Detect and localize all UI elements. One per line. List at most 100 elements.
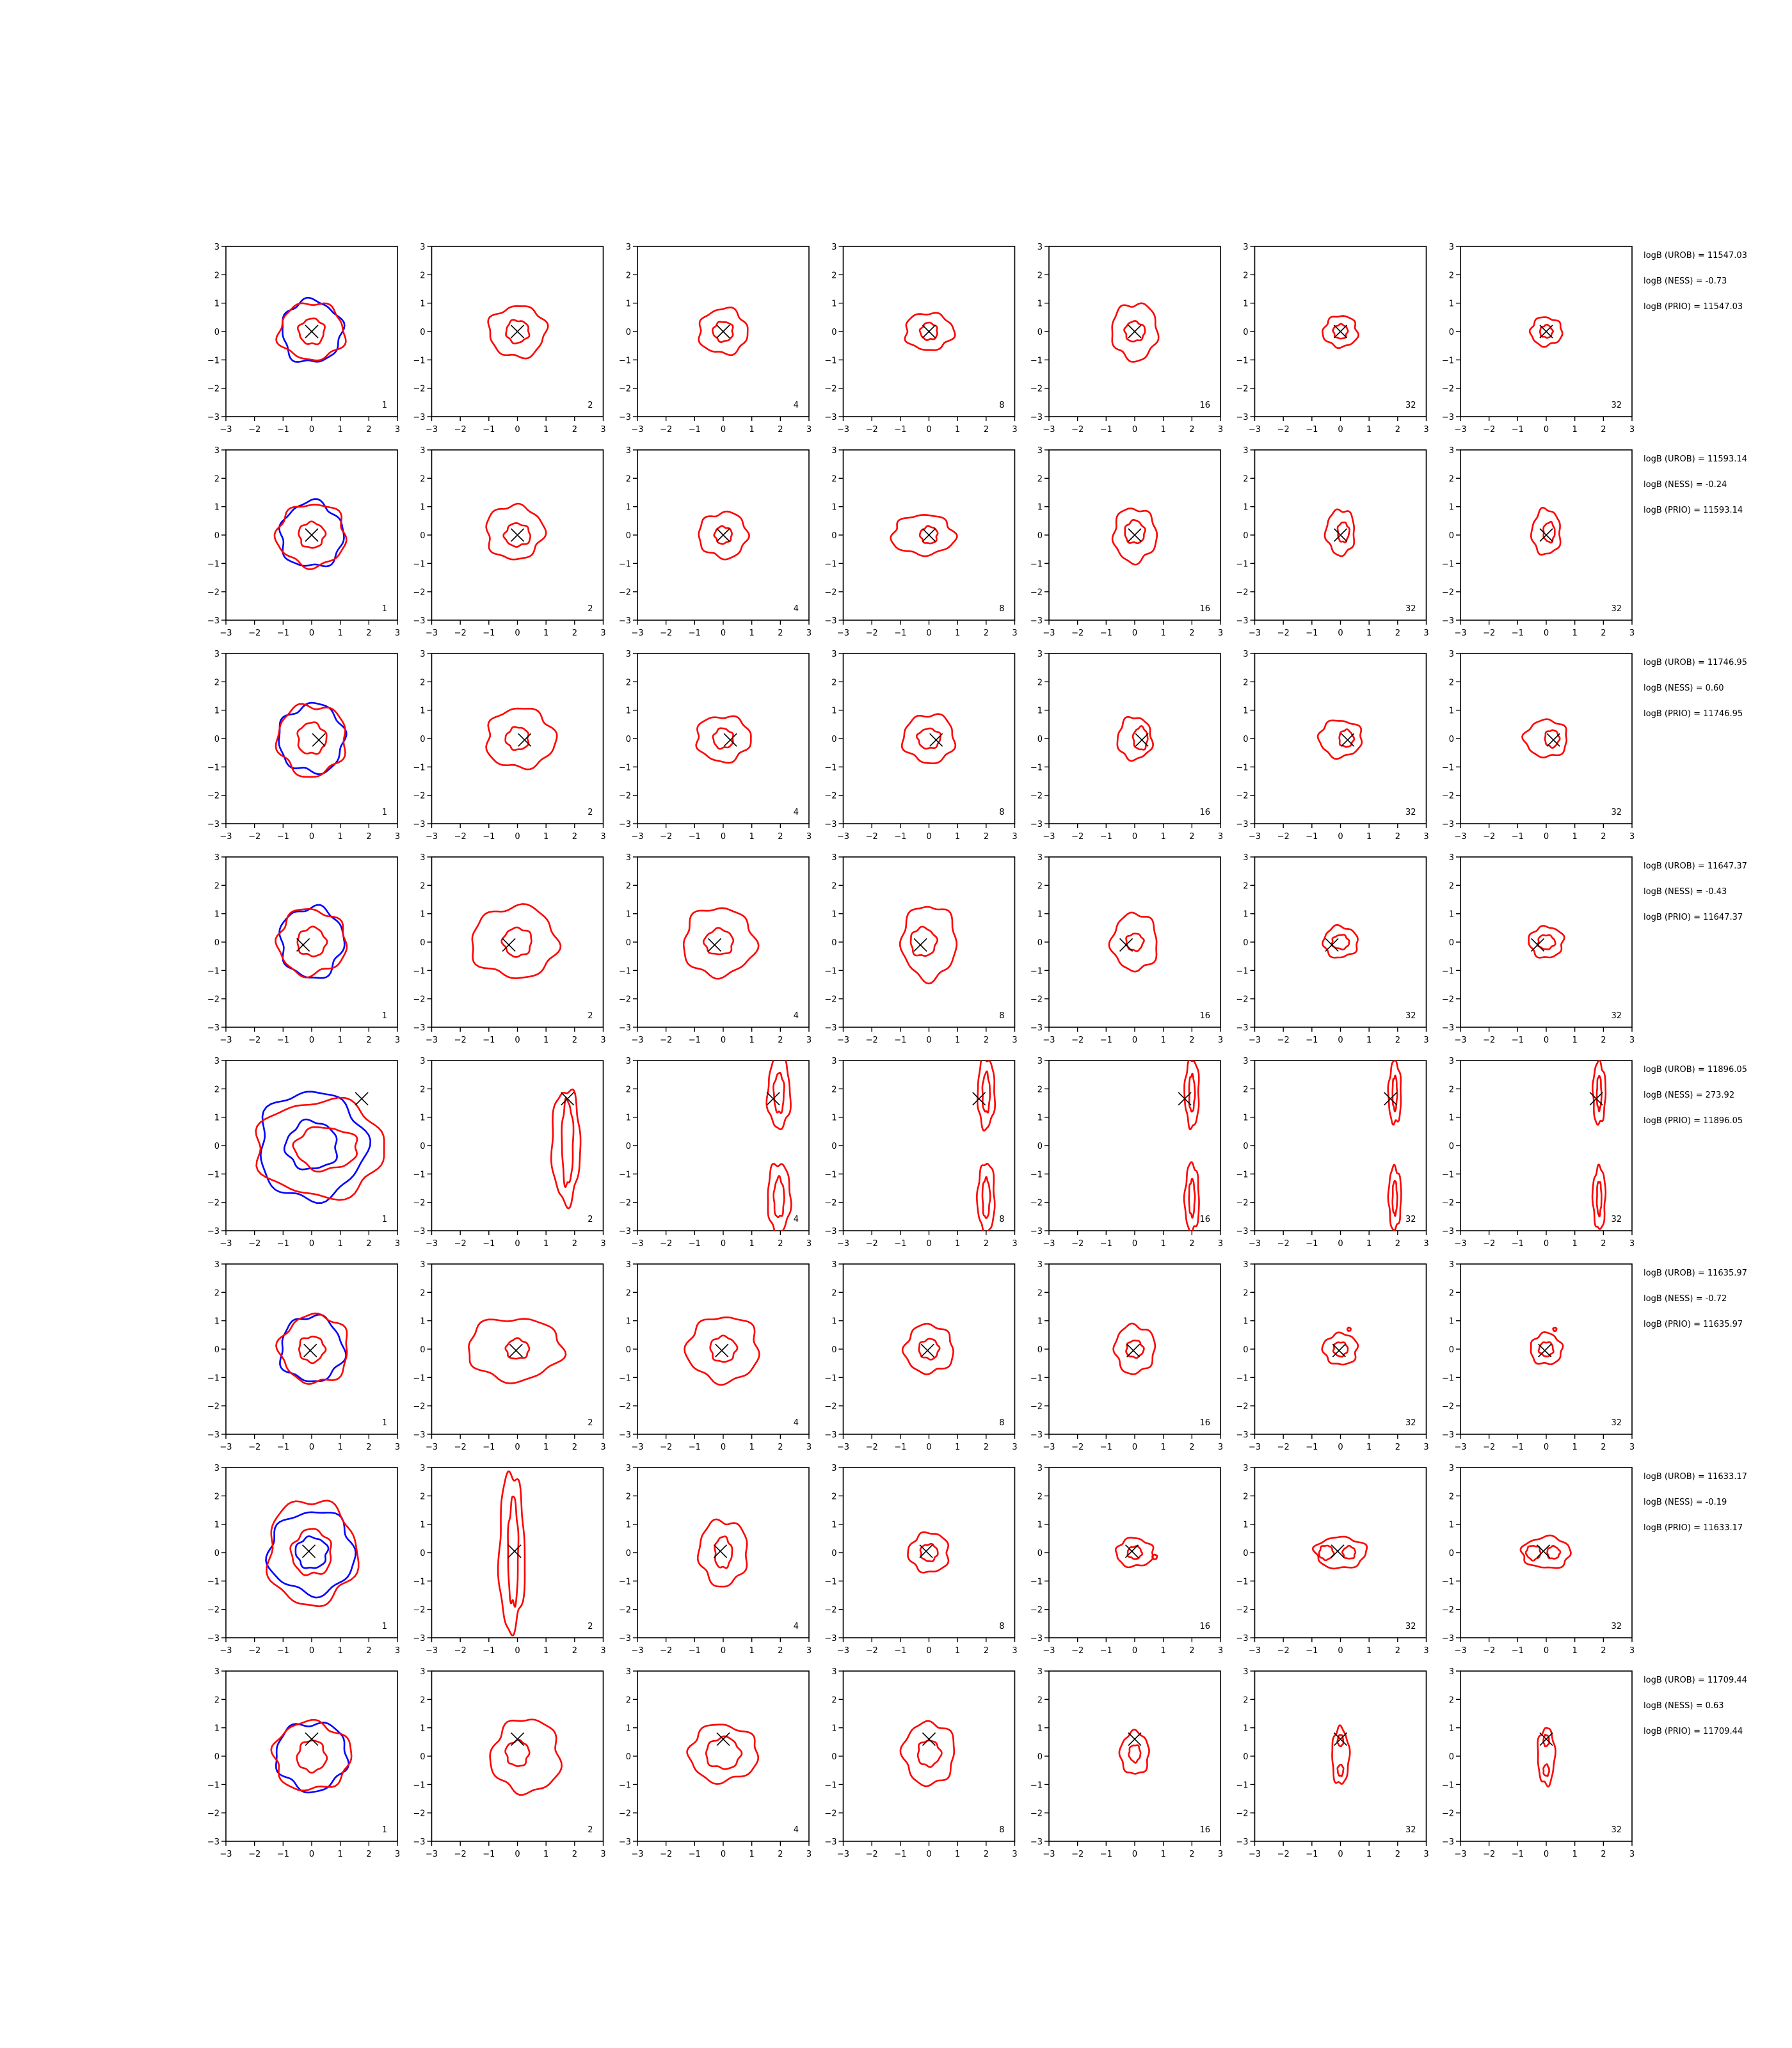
x-tick-label: 3 xyxy=(600,1850,605,1859)
y-tick-label: 0 xyxy=(1243,1345,1248,1355)
x-tick-label: 3 xyxy=(1629,832,1635,842)
y-tick-label: −1 xyxy=(413,356,425,365)
y-tick-label: 2 xyxy=(214,1288,220,1298)
x-tick-label: 2 xyxy=(984,1443,989,1452)
red-contour xyxy=(1108,911,1158,973)
x-tick-label: −3 xyxy=(1454,1036,1466,1045)
x-tick-label: 3 xyxy=(395,1646,400,1656)
x-tick-label: 2 xyxy=(778,1443,783,1452)
y-tick-label: 2 xyxy=(1037,1085,1043,1094)
y-tick-label: 2 xyxy=(626,881,631,891)
red-contour xyxy=(1336,1763,1345,1777)
x-tick-label: 2 xyxy=(778,1850,783,1859)
red-contour xyxy=(1537,934,1556,950)
y-tick-label: 2 xyxy=(1449,1492,1454,1501)
red-contour xyxy=(471,903,562,979)
y-tick-label: 3 xyxy=(626,446,631,456)
y-tick-label: 1 xyxy=(1449,300,1454,309)
y-tick-label: −3 xyxy=(619,616,631,626)
x-tick-label: −1 xyxy=(277,1443,289,1452)
panel-r3-c3: −3 −2 −1 0 1 2 3 −3 −2 −1 0 1 2 3 4 xyxy=(619,650,812,842)
red-contour xyxy=(1338,728,1356,748)
x-tick-label: −2 xyxy=(1483,425,1495,435)
panel-r2-c7: −3 −2 −1 0 1 2 3 −3 −2 −1 0 1 2 3 32 xyxy=(1442,446,1635,638)
y-tick-label: −1 xyxy=(1030,1577,1043,1587)
x-tick-label: 0 xyxy=(1544,425,1549,435)
y-tick-label: −1 xyxy=(1442,1170,1454,1180)
x-tick-label: 1 xyxy=(1572,425,1578,435)
y-tick-label: 3 xyxy=(420,1464,425,1473)
x-tick-label: 1 xyxy=(1366,1036,1372,1045)
x-tick-label: −1 xyxy=(1100,1646,1112,1656)
y-tick-label: −3 xyxy=(1030,413,1043,422)
x-tick-label: 0 xyxy=(721,425,726,435)
x-tick-label: 2 xyxy=(366,1036,371,1045)
x-tick-label: 2 xyxy=(1601,1850,1606,1859)
x-tick-label: 0 xyxy=(309,1850,314,1859)
x-tick-label: −3 xyxy=(1043,1443,1055,1452)
panel-column-label: 2 xyxy=(588,1011,593,1021)
y-tick-label: −3 xyxy=(207,413,220,422)
red-contour xyxy=(1387,1164,1402,1231)
x-tick-label: 1 xyxy=(1366,1646,1372,1656)
y-tick-label: −2 xyxy=(1442,588,1454,598)
y-tick-label: 3 xyxy=(1449,853,1454,863)
y-tick-label: −2 xyxy=(207,385,220,394)
x-tick-label: 3 xyxy=(1218,1443,1223,1452)
y-tick-label: −3 xyxy=(207,1430,220,1440)
y-tick-label: −2 xyxy=(619,385,631,394)
x-tick-label: 2 xyxy=(1189,1239,1194,1249)
x-tick-label: −2 xyxy=(454,1443,467,1452)
x-tick-label: −1 xyxy=(689,425,701,435)
red-contour xyxy=(1336,1734,1345,1747)
red-contour xyxy=(918,1338,941,1361)
panel-column-label: 32 xyxy=(1611,604,1622,614)
x-tick-label: 2 xyxy=(366,1443,371,1452)
y-tick-label: −1 xyxy=(1236,966,1248,976)
logb-annotation: logB (UROB) = 11547.03 xyxy=(1644,251,1747,260)
y-tick-label: 1 xyxy=(214,1521,220,1530)
x-tick-label: 2 xyxy=(1189,832,1194,842)
y-tick-label: −1 xyxy=(207,1780,220,1790)
y-tick-label: −2 xyxy=(619,1199,631,1208)
y-tick-label: 1 xyxy=(1243,1317,1248,1327)
y-tick-label: −2 xyxy=(413,1199,425,1208)
true-value-marker xyxy=(713,1544,728,1558)
y-tick-label: 0 xyxy=(1449,1549,1454,1558)
x-tick-label: 3 xyxy=(1012,1036,1017,1045)
panel-column-label: 1 xyxy=(382,1825,387,1835)
x-tick-label: 1 xyxy=(1572,1036,1578,1045)
x-tick-label: −3 xyxy=(837,832,849,842)
x-tick-label: −1 xyxy=(894,1646,906,1656)
y-tick-label: 2 xyxy=(626,1695,631,1705)
true-value-marker xyxy=(716,324,730,339)
x-tick-label: 0 xyxy=(926,425,931,435)
x-tick-label: 2 xyxy=(572,425,577,435)
x-tick-label: −2 xyxy=(1277,628,1290,638)
x-tick-label: −2 xyxy=(866,1850,878,1859)
red-contour xyxy=(712,321,734,343)
red-contour xyxy=(298,520,327,549)
x-tick-label: −1 xyxy=(1512,1239,1524,1249)
x-tick-label: 0 xyxy=(721,1239,726,1249)
y-tick-label: −1 xyxy=(1442,1780,1454,1790)
x-tick-label: 2 xyxy=(984,1036,989,1045)
x-tick-label: −2 xyxy=(1483,1239,1495,1249)
y-tick-label: 1 xyxy=(1449,1521,1454,1530)
y-tick-label: 3 xyxy=(420,650,425,659)
x-tick-label: 3 xyxy=(395,832,400,842)
x-tick-label: 1 xyxy=(1161,1646,1166,1656)
x-tick-label: 2 xyxy=(1395,1646,1400,1656)
red-contour xyxy=(1591,1164,1607,1230)
y-tick-label: −1 xyxy=(1236,559,1248,569)
panel-column-label: 4 xyxy=(794,1825,799,1835)
panel-column-label: 8 xyxy=(999,1825,1004,1835)
x-tick-label: −1 xyxy=(1512,1036,1524,1045)
y-tick-label: −1 xyxy=(824,1780,836,1790)
panel-column-label: 2 xyxy=(588,1215,593,1224)
x-tick-label: 2 xyxy=(778,1036,783,1045)
red-contour xyxy=(698,307,749,356)
x-tick-label: 1 xyxy=(338,1239,343,1249)
panel-r4-c6: −3 −2 −1 0 1 2 3 −3 −2 −1 0 1 2 3 32 xyxy=(1236,853,1428,1045)
y-tick-label: 1 xyxy=(214,707,220,716)
